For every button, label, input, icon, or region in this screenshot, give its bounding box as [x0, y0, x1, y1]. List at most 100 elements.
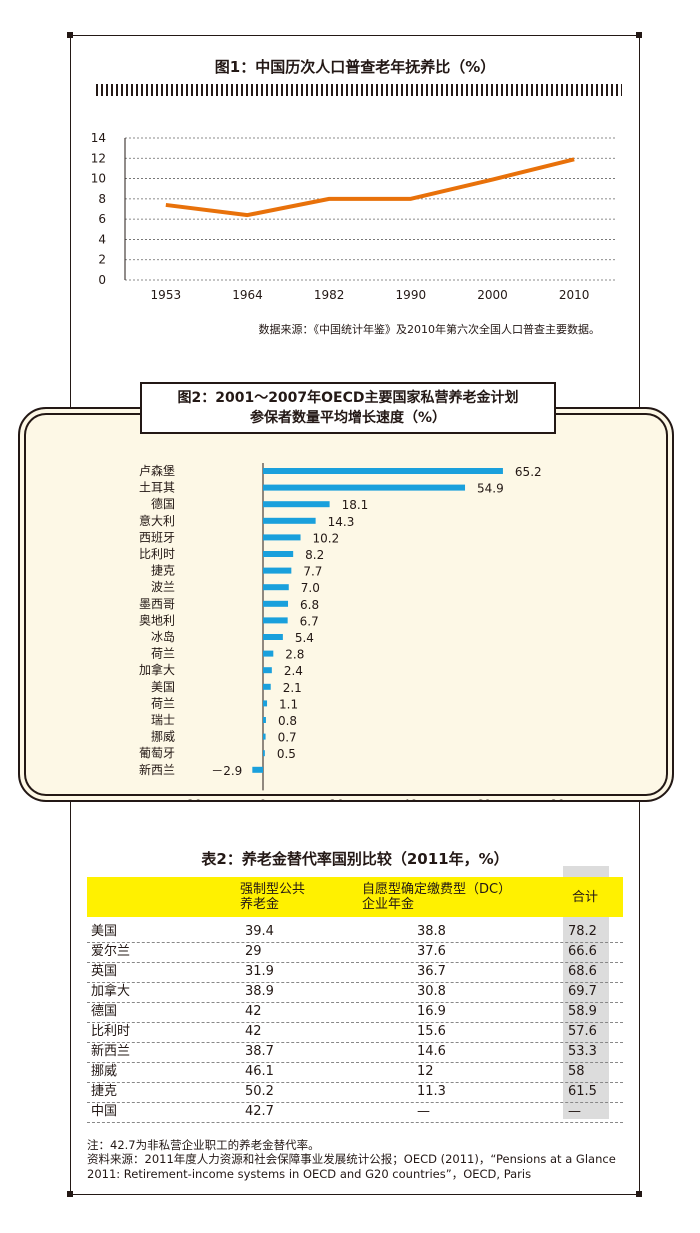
- category-label: 德国: [151, 496, 175, 511]
- total-cell: 78.2: [568, 924, 597, 939]
- total-cell: 69.7: [568, 984, 597, 999]
- category-label: 土耳其: [139, 481, 175, 495]
- dc-annuity-cell: 12: [417, 1064, 434, 1079]
- y-tick-label: 14: [91, 131, 106, 145]
- value-label: 7.0: [301, 581, 320, 595]
- country-cell: 捷克: [91, 1084, 118, 1099]
- category-label: 瑞士: [151, 713, 175, 727]
- bar: [263, 750, 265, 757]
- bar: [263, 584, 289, 591]
- table2-title: 表2：养老金替代率国别比较（2011年，%）: [201, 850, 509, 868]
- bar: [263, 501, 330, 508]
- dc-annuity-cell: —: [417, 1104, 430, 1119]
- table-row: 挪威 46.1 12 58: [87, 1062, 623, 1083]
- bar: [263, 534, 301, 541]
- x-tick-label: 80: [550, 797, 565, 802]
- x-tick-label: 1953: [151, 288, 182, 302]
- table2-header: [87, 877, 623, 917]
- total-cell: 61.5: [568, 1084, 597, 1099]
- public-pension-cell: 42.7: [245, 1104, 274, 1119]
- dc-annuity-cell: 36.7: [417, 964, 446, 979]
- bar: [263, 551, 294, 557]
- category-label: 荷兰: [151, 647, 175, 661]
- public-pension-cell: 42: [245, 1024, 262, 1039]
- value-label: 0.5: [277, 747, 296, 761]
- header-total: 合计: [572, 890, 599, 905]
- value-label: 18.1: [342, 498, 369, 512]
- public-pension-cell: 39.4: [245, 924, 274, 939]
- value-label: 6.8: [300, 598, 319, 612]
- x-tick-label: 2010: [559, 288, 590, 302]
- frame-top-line: [70, 35, 640, 36]
- category-label: 加拿大: [139, 662, 175, 677]
- bar: [263, 484, 466, 491]
- dc-annuity-cell: 16.9: [417, 1004, 446, 1019]
- x-tick-label: 2000: [477, 288, 508, 302]
- bar: [263, 700, 268, 707]
- bar: [263, 567, 292, 574]
- country-cell: 爱尔兰: [91, 944, 131, 959]
- table-row: 英国 31.9 36.7 68.6: [87, 962, 623, 983]
- table2-source: 资料来源：2011年度人力资源和社会保障事业发展统计公报；OECD (2011)…: [87, 1152, 616, 1181]
- public-pension-cell: 46.1: [245, 1064, 274, 1079]
- dc-annuity-cell: 11.3: [417, 1084, 446, 1099]
- fig2-title-box: [140, 382, 556, 434]
- value-label: 2.8: [285, 648, 304, 662]
- table-row: 捷克 50.2 11.3 61.5: [87, 1082, 623, 1103]
- value-label: 65.2: [515, 465, 542, 479]
- category-label: 奥地利: [139, 613, 175, 627]
- public-pension-cell: 29: [245, 944, 262, 959]
- table-row: 美国 39.4 38.8 78.2: [87, 922, 623, 943]
- fig2-bar-chart: 卢森堡 65.2 土耳其 54.9 德国 18.1 意大利 14.3 西班牙 10.2 比利时 8.2…: [139, 463, 565, 802]
- country-cell: 新西兰: [91, 1044, 131, 1059]
- y-tick-label: 0: [98, 273, 106, 287]
- table-row: 比利时 42 15.6 57.6: [87, 1022, 623, 1043]
- bar: [263, 717, 266, 723]
- fig2-panel: [18, 407, 674, 802]
- value-label: －2.9: [211, 764, 242, 778]
- header-dc-annuity: 自愿型确定缴费型（DC） 企业年金: [362, 882, 512, 912]
- total-cell: 66.6: [568, 944, 597, 959]
- table-row: 中国 42.7 — —: [87, 1102, 623, 1123]
- fig2-title-line1: 图2：2001～2007年OECD主要国家私营养老金计划: [177, 390, 519, 406]
- header-public-pension: 强制型公共 养老金: [240, 882, 306, 912]
- country-cell: 美国: [91, 924, 118, 939]
- category-label: 墨西哥: [139, 597, 175, 611]
- fig1-source: 数据来源：《中国统计年鉴》及2010年第六次全国人口普查主要数据。: [258, 323, 601, 336]
- dc-annuity-cell: 37.6: [417, 944, 446, 959]
- category-label: 美国: [151, 680, 175, 694]
- country-cell: 挪威: [91, 1064, 118, 1079]
- bar: [263, 468, 503, 474]
- dc-annuity-cell: 38.8: [417, 924, 446, 939]
- value-label: 0.7: [278, 731, 297, 745]
- x-tick-label: 0: [259, 797, 267, 802]
- public-pension-cell: 38.7: [245, 1044, 274, 1059]
- y-tick-label: 4: [98, 232, 106, 246]
- country-cell: 英国: [91, 964, 118, 979]
- frame-corner: [636, 1191, 642, 1197]
- public-pension-cell: 38.9: [245, 984, 274, 999]
- table2-note: 注：42.7为非私营企业职工的养老金替代率。: [87, 1138, 320, 1152]
- y-tick-label: 8: [98, 192, 106, 206]
- x-tick-label: 40: [403, 797, 418, 802]
- decorative-tick-strip: [96, 84, 622, 96]
- x-tick-label: 20: [329, 797, 344, 802]
- category-label: 捷克: [151, 564, 175, 578]
- bar: [263, 634, 283, 640]
- value-label: 1.1: [279, 697, 298, 711]
- category-label: 荷兰: [151, 696, 175, 710]
- dc-annuity-cell: 30.8: [417, 984, 446, 999]
- frame-corner: [67, 1191, 73, 1197]
- category-label: 意大利: [139, 513, 175, 528]
- value-label: 54.9: [477, 482, 504, 496]
- bar: [263, 617, 288, 624]
- category-label: 挪威: [151, 730, 175, 744]
- value-label: 7.7: [303, 565, 322, 579]
- value-label: 0.8: [278, 714, 297, 728]
- fig1-title: 图1：中国历次人口普查老年抚养比（%）: [214, 58, 496, 76]
- category-label: 波兰: [151, 580, 175, 594]
- value-label: 5.4: [295, 631, 314, 645]
- category-label: 新西兰: [139, 762, 175, 777]
- x-tick-label: −20: [177, 797, 202, 802]
- category-label: 卢森堡: [139, 463, 175, 478]
